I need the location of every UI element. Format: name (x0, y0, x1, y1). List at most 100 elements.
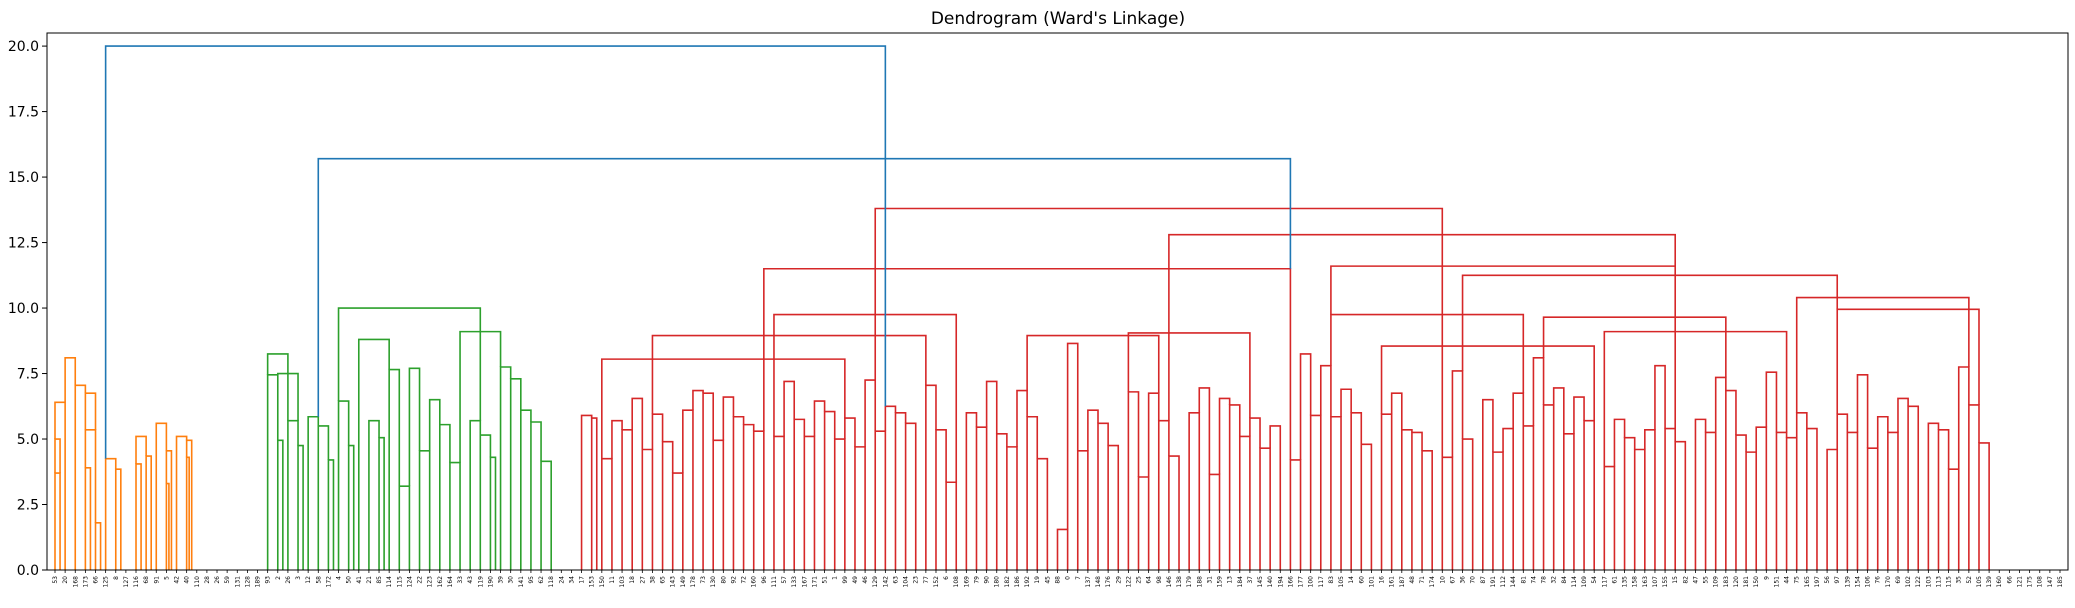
dendrogram-link (1461, 438, 1474, 570)
dendrogram-link (1289, 459, 1302, 570)
dendrogram-link (287, 419, 299, 570)
leaf-label: 22 (417, 576, 424, 584)
dendrogram-link (1644, 429, 1656, 570)
leaf-label: 64 (1146, 576, 1153, 584)
leaf-label: 30 (508, 576, 515, 584)
dendrogram-link (388, 368, 401, 570)
dendrogram-link (874, 430, 887, 570)
leaf-label: 129 (872, 576, 879, 588)
leaf-label: 172 (325, 576, 332, 588)
leaf-label: 91 (153, 576, 160, 584)
dendrogram-link (357, 338, 390, 570)
leaf-label: 38 (649, 576, 656, 584)
dendrogram-link (601, 358, 846, 459)
leaf-label: 160 (751, 576, 758, 588)
dendrogram-link (1907, 405, 1920, 570)
leaf-label: 127 (123, 576, 130, 588)
leaf-label: 63 (892, 576, 899, 584)
dendrogram-link (307, 415, 320, 570)
dendrogram-link (1319, 364, 1332, 417)
dendrogram-link (1168, 455, 1180, 570)
dendrogram-link (266, 374, 279, 570)
dendrogram-link (1795, 296, 1970, 413)
dendrogram-link (1066, 342, 1079, 530)
leaf-label: 115 (396, 576, 403, 588)
dendrogram-link (1876, 415, 1889, 449)
leaf-label: 108 (953, 576, 960, 588)
dendrogram-link (702, 392, 715, 570)
dendrogram-link (155, 422, 168, 570)
leaf-label: 149 (680, 576, 687, 588)
dendrogram-link (266, 353, 289, 421)
leaf-label: 109 (1713, 576, 1720, 588)
leaf-label: 39 (498, 576, 505, 584)
dendrogram-link (1968, 404, 1980, 570)
dendrogram-link (1127, 332, 1251, 419)
dendrogram-link (449, 461, 461, 570)
dendrogram-link (1157, 419, 1170, 570)
dendrogram-link (1330, 265, 1676, 429)
leaf-label: 170 (1885, 576, 1892, 588)
dendrogram-link (1147, 392, 1160, 478)
leaf-label: 57 (781, 576, 788, 584)
leaf-label: 50 (346, 576, 353, 584)
leaf-label: 12 (305, 576, 312, 584)
leaf-label: 87 (1480, 576, 1487, 584)
dendrogram-link (712, 439, 725, 570)
leaf-label: 83 (1328, 576, 1335, 584)
leaf-label: 7 (1075, 576, 1082, 580)
leaf-label: 81 (1520, 576, 1527, 584)
plot-frame (46, 32, 2069, 571)
dendrogram-link (1228, 404, 1241, 570)
leaf-label: 166 (1287, 576, 1294, 588)
dendrogram-link (84, 429, 97, 523)
leaf-label: 4 (336, 576, 343, 580)
leaf-label: 11 (609, 576, 616, 584)
leaf-label: 6 (943, 576, 950, 580)
leaf-label: 184 (1237, 576, 1244, 588)
leaf-label: 40 (184, 576, 191, 584)
leaf-label: 102 (1905, 576, 1912, 588)
leaf-label: 146 (1166, 576, 1173, 588)
dendrogram-link (1400, 429, 1413, 570)
dendrogram-link (884, 405, 897, 432)
leaf-label: 189 (255, 576, 262, 588)
dendrogram-link (1087, 409, 1099, 451)
dendrogram-link (479, 434, 492, 570)
leaf-label: 186 (1014, 576, 1021, 588)
dendrogram-link (1238, 435, 1251, 570)
leaf-label: 84 (1561, 576, 1568, 584)
dendrogram-link (1492, 451, 1504, 570)
leaf-label: 105 (1976, 576, 1983, 588)
leaf-label: 44 (1784, 576, 1791, 584)
leaf-label: 29 (1115, 576, 1122, 584)
dendrogram-link (823, 410, 836, 570)
leaf-label: 74 (1530, 576, 1537, 584)
y-tick-label: 2.5 (17, 498, 39, 514)
dendrogram-link (1978, 442, 1990, 570)
dendrogram-link (1846, 431, 1859, 570)
leaf-label: 45 (1044, 576, 1051, 584)
leaf-label: 28 (204, 576, 211, 584)
dendrogram-link (651, 334, 927, 415)
dendrogram-link (276, 439, 284, 570)
leaf-label: 88 (1055, 576, 1062, 584)
leaf-label: 117 (1318, 576, 1325, 588)
dendrogram-link (84, 467, 92, 570)
dendrogram-link (428, 398, 441, 451)
leaf-label: 18 (629, 576, 636, 584)
leaf-label: 137 (1085, 576, 1092, 588)
leaf-label: 37 (1247, 576, 1254, 584)
dendrogram-link (1299, 353, 1312, 460)
dendrogram-link (1360, 443, 1373, 570)
leaf-label: 160 (1996, 576, 2003, 588)
leaf-label: 180 (994, 576, 1001, 588)
dendrogram-link (1674, 440, 1687, 570)
leaf-label: 176 (1105, 576, 1112, 588)
leaf-label: 135 (1622, 576, 1629, 588)
dendrogram-link (368, 419, 380, 570)
leaf-label: 192 (1024, 576, 1031, 588)
dendrogram-link (398, 485, 411, 570)
leaf-label: 169 (963, 576, 970, 588)
